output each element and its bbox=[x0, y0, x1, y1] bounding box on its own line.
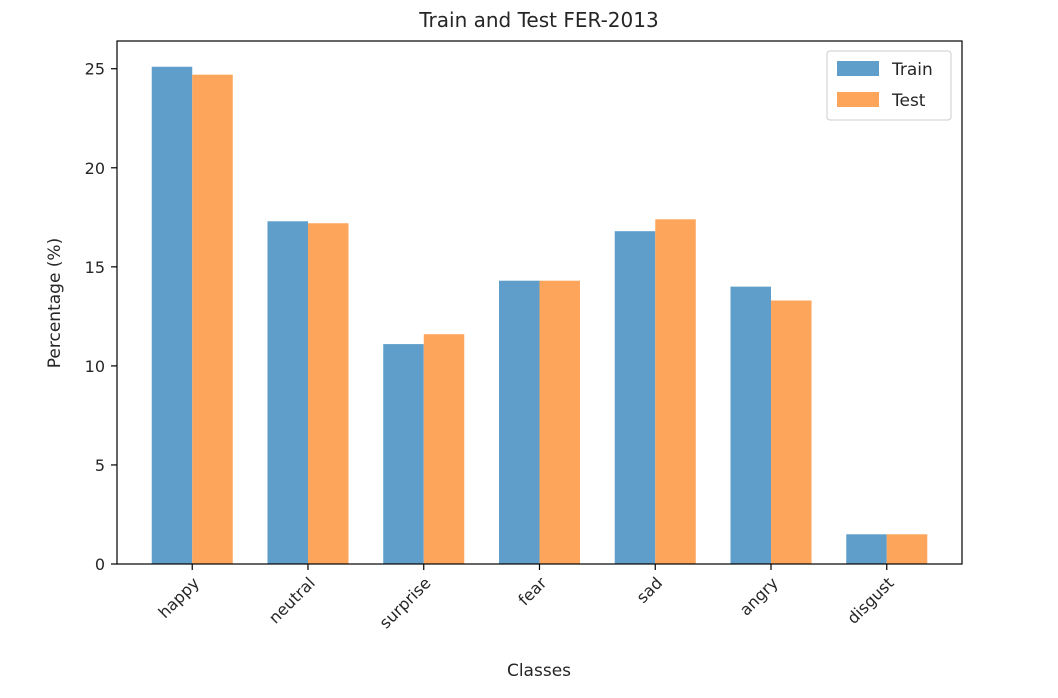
x-tick-label-sad: sad bbox=[633, 573, 666, 606]
bar-train-happy bbox=[151, 66, 193, 564]
bar-train-angry bbox=[730, 286, 771, 564]
bar-train-sad bbox=[614, 231, 656, 564]
bar-train-disgust bbox=[846, 534, 887, 564]
y-tick-label: 20 bbox=[85, 159, 105, 178]
bar-test-neutral bbox=[307, 223, 349, 564]
x-tick-label-fear: fear bbox=[514, 573, 550, 609]
bar-test-angry bbox=[771, 300, 812, 564]
bars-layer bbox=[151, 66, 928, 565]
x-tick-label-happy: happy bbox=[154, 573, 203, 622]
bar-test-disgust bbox=[886, 534, 928, 564]
legend-swatch-test bbox=[837, 92, 879, 107]
bar-test-fear bbox=[539, 280, 581, 564]
y-tick-label: 5 bbox=[95, 456, 105, 475]
legend-label-test: Test bbox=[891, 91, 926, 111]
legend: Train Test bbox=[826, 50, 952, 121]
x-tick-label-disgust: disgust bbox=[843, 573, 897, 627]
x-axis-label: Classes bbox=[507, 661, 571, 681]
x-tick-label-neutral: neutral bbox=[265, 573, 319, 627]
bar-test-surprise bbox=[423, 334, 465, 564]
legend-swatch-train bbox=[837, 61, 879, 76]
y-tick-label: 15 bbox=[85, 258, 105, 277]
x-tick-label-angry: angry bbox=[736, 573, 782, 619]
bar-test-happy bbox=[192, 74, 233, 565]
chart-title: Train and Test FER-2013 bbox=[418, 8, 658, 32]
y-tick-label: 25 bbox=[85, 60, 105, 79]
x-tick-label-surprise: surprise bbox=[376, 573, 435, 632]
bar-train-fear bbox=[498, 280, 540, 564]
y-tick-label: 10 bbox=[85, 357, 105, 376]
legend-label-train: Train bbox=[891, 60, 933, 80]
y-tick-label: 0 bbox=[95, 555, 105, 574]
bar-train-neutral bbox=[267, 221, 308, 564]
bar-train-surprise bbox=[383, 344, 424, 564]
bar-test-sad bbox=[655, 219, 696, 565]
y-axis-label: Percentage (%) bbox=[45, 238, 65, 368]
